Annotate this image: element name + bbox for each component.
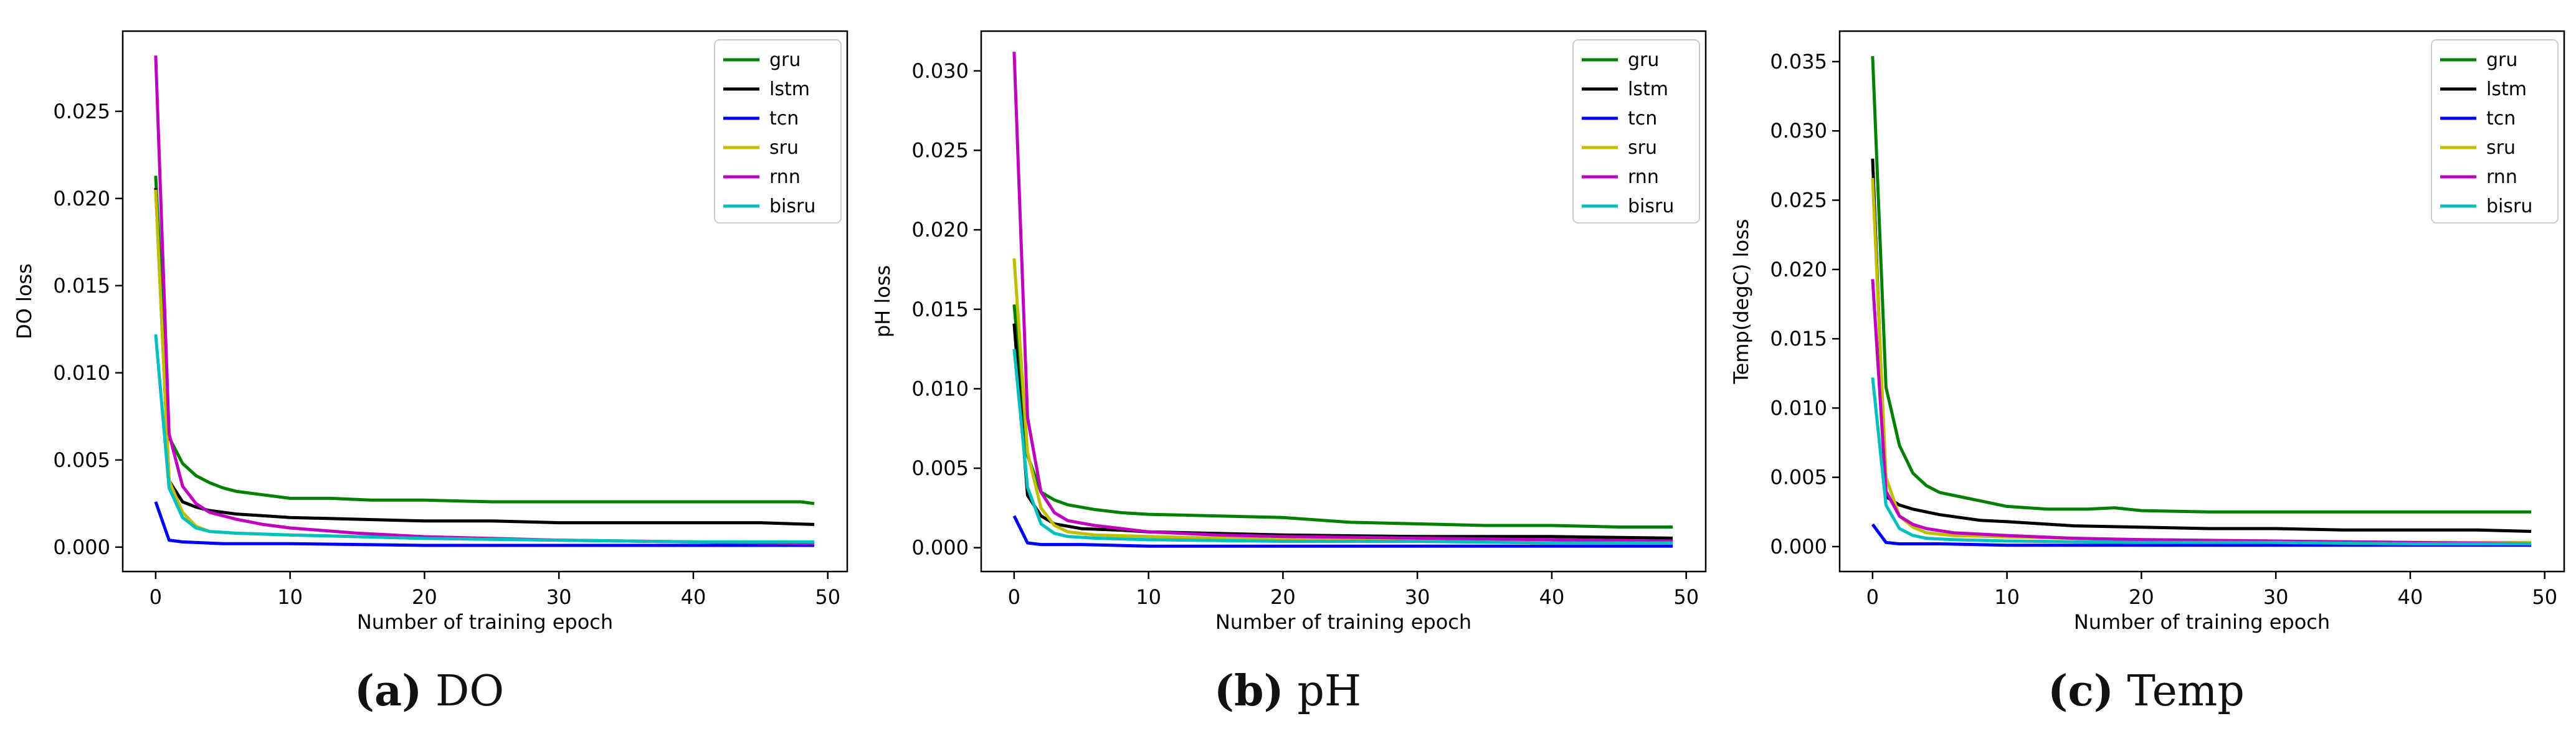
y-tick-label: 0.030 (911, 59, 969, 83)
caption-temp-label: (c) (2048, 666, 2114, 716)
series-line-lstm (154, 187, 815, 526)
y-axis-label: pH loss (871, 265, 895, 337)
legend-label-gru: gru (769, 49, 801, 71)
legend-label-bisru: bisru (1628, 195, 1674, 217)
legend-label-lstm: lstm (2486, 78, 2527, 100)
legend-label-tcn: tcn (769, 108, 799, 129)
legend-label-sru: sru (769, 137, 799, 159)
plot-frame (1838, 30, 2565, 573)
legend-label-lstm: lstm (769, 78, 810, 100)
y-tick-label: 0.005 (1770, 466, 1827, 489)
plot-frame (121, 30, 848, 573)
y-tick-label: 0.010 (911, 377, 969, 400)
y-tick-label: 0.020 (1770, 258, 1827, 281)
y-tick-label: 0.015 (53, 274, 110, 298)
chart-panel-ph: 0 10 20 30 40 50 0.000 0.005 0.010 0.015 0.020 0.02… (858, 0, 1717, 744)
series-line-lstm (1871, 158, 2532, 533)
x-tick-label: 10 (1994, 585, 2020, 609)
caption-temp: (c) Temp (1717, 666, 2575, 716)
x-tick-label: 30 (1405, 585, 1430, 609)
chart-panel-do: 0 10 20 30 40 50 0.000 0.005 0.010 0.015 0.020 0.02… (0, 0, 858, 744)
y-tick-label: 0.030 (1770, 119, 1827, 143)
caption-ph-label: (b) (1214, 666, 1284, 716)
chart-temp: 0 10 20 30 40 50 0.000 0.005 0.010 0.015 0.020 0.02… (1729, 30, 2565, 634)
x-tick-label: 40 (2398, 585, 2423, 609)
legend-label-lstm: lstm (1628, 78, 1668, 100)
y-axis-label: DO loss (12, 263, 36, 339)
series-line-bisru (1012, 349, 1673, 545)
series-line-tcn (1012, 515, 1673, 548)
series-line-gru (1012, 304, 1673, 529)
x-tick-label: 50 (815, 585, 840, 609)
series-line-gru (154, 176, 815, 506)
y-tick-label: 0.000 (911, 536, 969, 560)
legend-label-gru: gru (1628, 49, 1659, 71)
y-tick-label: 0.010 (53, 361, 110, 385)
y-tick-label: 0.020 (911, 218, 969, 242)
x-tick-label: 20 (1270, 585, 1296, 609)
caption-do-text: DO (435, 667, 505, 716)
x-tick-label: 0 (1008, 585, 1020, 609)
legend-label-tcn: tcn (1628, 108, 1657, 129)
x-axis-label: Number of training epoch (2074, 610, 2330, 634)
y-tick-label: 0.005 (911, 456, 969, 480)
x-tick-label: 10 (277, 585, 303, 609)
caption-do: (a) DO (0, 666, 858, 716)
series-line-lstm (1012, 323, 1673, 540)
x-tick-label: 50 (1673, 585, 1699, 609)
series-line-sru (1012, 258, 1673, 545)
legend-label-rnn: rnn (769, 166, 801, 188)
legend-label-tcn: tcn (2486, 108, 2516, 129)
y-tick-label: 0.025 (911, 138, 969, 162)
legend-label-rnn: rnn (2486, 166, 2517, 188)
y-tick-label: 0.000 (1770, 535, 1827, 558)
chart-do: 0 10 20 30 40 50 0.000 0.005 0.010 0.015 0.020 0.02… (12, 30, 848, 634)
y-axis-label: Temp(degC) loss (1729, 219, 1753, 385)
caption-temp-text: Temp (2127, 667, 2245, 716)
series-line-gru (1871, 55, 2532, 514)
y-tick-label: 0.005 (53, 448, 110, 472)
legend-label-bisru: bisru (769, 195, 815, 217)
legend-label-rnn: rnn (1628, 166, 1659, 188)
y-tick-label: 0.035 (1770, 50, 1827, 73)
x-tick-label: 10 (1136, 585, 1161, 609)
x-tick-label: 50 (2532, 585, 2557, 609)
x-axis-label: Number of training epoch (357, 610, 613, 634)
x-tick-label: 30 (2263, 585, 2289, 609)
y-tick-label: 0.010 (1770, 396, 1827, 420)
y-tick-label: 0.000 (53, 535, 110, 559)
x-tick-label: 0 (1866, 585, 1879, 609)
x-tick-label: 40 (1539, 585, 1565, 609)
series-line-rnn (1012, 52, 1673, 543)
x-tick-label: 40 (681, 585, 706, 609)
series-line-rnn (1871, 279, 2532, 545)
chart-panel-temp: 0 10 20 30 40 50 0.000 0.005 0.010 0.015 0.020 0.02… (1717, 0, 2575, 744)
series-line-tcn (154, 501, 815, 547)
x-axis-label: Number of training epoch (1215, 610, 1471, 634)
caption-ph: (b) pH (858, 666, 1717, 716)
series-line-sru (1871, 177, 2532, 544)
x-tick-label: 20 (2129, 585, 2154, 609)
caption-ph-text: pH (1297, 667, 1362, 716)
x-tick-label: 20 (412, 585, 437, 609)
caption-do-label: (a) (354, 666, 422, 716)
y-tick-label: 0.025 (53, 100, 110, 123)
series-line-sru (154, 189, 815, 544)
y-tick-label: 0.015 (911, 298, 969, 321)
legend-label-sru: sru (1628, 137, 1657, 159)
series-line-tcn (1871, 523, 2532, 547)
x-tick-label: 30 (546, 585, 572, 609)
series-line-bisru (154, 334, 815, 544)
x-tick-label: 0 (150, 585, 162, 609)
y-tick-label: 0.025 (1770, 189, 1827, 212)
y-tick-label: 0.015 (1770, 327, 1827, 351)
plot-frame (980, 30, 1707, 573)
chart-ph: 0 10 20 30 40 50 0.000 0.005 0.010 0.015 0.020 0.02… (871, 30, 1707, 634)
legend-label-bisru: bisru (2486, 195, 2532, 217)
series-line-bisru (1871, 377, 2532, 545)
legend-label-gru: gru (2486, 49, 2517, 71)
y-tick-label: 0.020 (53, 187, 110, 210)
legend-label-sru: sru (2486, 137, 2516, 159)
